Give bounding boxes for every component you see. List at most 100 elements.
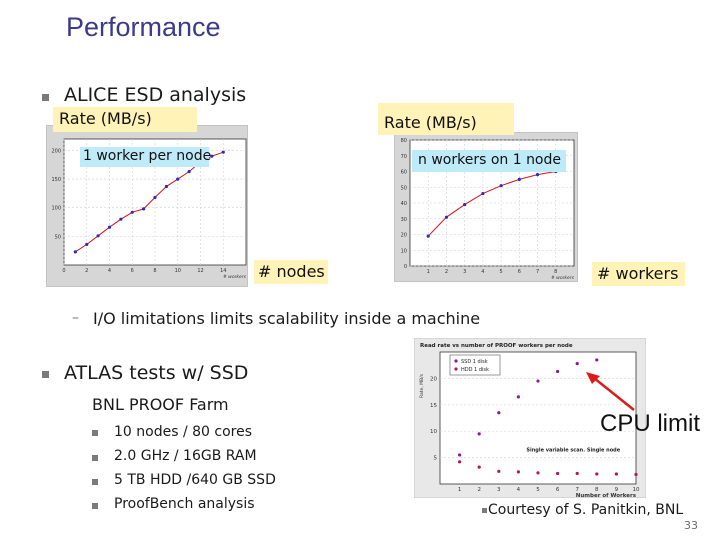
x-tick-label: 2: [445, 269, 448, 275]
y-tick-label: 150: [51, 177, 61, 183]
atlas-item-proofbench: ProofBench analysis: [114, 496, 255, 512]
x-tick-label: 14: [220, 268, 226, 274]
bullet-marker: [92, 479, 98, 485]
atlas-item-nodes: 10 nodes / 80 cores: [114, 424, 252, 440]
data-point: [142, 207, 146, 211]
y-tick-label: 15: [430, 403, 437, 409]
arrow-head: [586, 372, 600, 384]
label-1-worker-per-node: 1 worker per node: [80, 147, 211, 167]
io-limitations-text: I/O limitations limits scalability insid…: [93, 309, 481, 328]
y-tick-label: 30: [401, 217, 407, 223]
x-tick-label: 4: [481, 269, 484, 275]
data-point: [463, 202, 467, 207]
x-tick-label: 8: [595, 487, 599, 493]
data-point: [85, 242, 89, 246]
data-point: [614, 472, 618, 476]
x-tick-label: 7: [575, 487, 579, 493]
x-tick-label: 2: [477, 487, 481, 493]
x-tick-label: 7: [536, 269, 539, 275]
data-point: [477, 432, 481, 436]
data-point: [458, 453, 462, 457]
page-number: 33: [684, 519, 698, 532]
bullet-marker: [92, 430, 98, 436]
x-tick-label: 5: [500, 269, 503, 275]
y-tick-label: 80: [401, 138, 407, 144]
bullet-marker: [482, 508, 487, 513]
rate-callout-right: Rate (MB/s): [378, 103, 514, 135]
atlas-item-cpu: 2.0 GHz / 16GB RAM: [114, 448, 257, 464]
data-point: [497, 469, 501, 473]
bullet-marker: [92, 455, 98, 461]
x-tick-label: 0: [62, 268, 65, 274]
x-axis-label: # workers: [551, 275, 575, 280]
xlabel-nodes: # nodes: [254, 260, 328, 284]
data-point: [221, 150, 225, 154]
atlas-chart-title: Read rate vs number of PROOF workers per…: [420, 343, 573, 349]
y-tick-label: 70: [401, 154, 407, 160]
cpu-limit-arrow: [586, 372, 635, 411]
x-tick-label: 12: [197, 268, 203, 274]
x-axis-label: # workers: [223, 274, 247, 280]
legend-label: HDD 1 disk: [461, 367, 489, 373]
data-point: [130, 210, 134, 214]
data-point: [595, 472, 599, 476]
y-tick-label: 5: [434, 456, 438, 462]
legend-marker: [454, 359, 458, 363]
atlas-bullet-text: ATLAS tests w/ SSD: [64, 362, 249, 384]
cpu-limit-text: CPU limit: [600, 410, 700, 437]
x-tick-label: 8: [554, 269, 557, 275]
y-tick-label: 100: [51, 206, 61, 212]
xlabel-workers: # workers: [592, 262, 685, 286]
data-point: [107, 225, 112, 229]
data-point: [535, 173, 540, 177]
atlas-item-storage: 5 TB HDD /640 GB SSD: [114, 472, 276, 488]
y-tick-label: 50: [55, 234, 61, 240]
x-tick-label: 10: [175, 268, 181, 274]
y-tick-label: 60: [401, 170, 407, 176]
legend-marker: [454, 367, 458, 371]
y-tick-label: 200: [51, 148, 61, 154]
courtesy-text: Courtesy of S. Panitkin, BNL: [488, 502, 684, 518]
data-point: [556, 471, 560, 476]
data-point: [481, 191, 485, 196]
data-point: [595, 358, 599, 362]
data-point: [119, 217, 123, 221]
data-point: [164, 184, 168, 189]
x-tick-label: 3: [497, 487, 501, 493]
atlas-note: Single variable scan. Single node: [526, 447, 620, 453]
data-point: [426, 234, 430, 238]
legend-box: [449, 354, 501, 376]
legend-label: SSD 1 disk: [461, 359, 488, 365]
y-tick-label: 10: [401, 248, 407, 254]
data-point: [96, 234, 100, 238]
y-tick-label: 10: [430, 429, 437, 435]
sub-bullet-dash: –: [72, 310, 79, 326]
x-tick-label: 2: [85, 268, 88, 274]
data-point: [536, 379, 540, 383]
x-tick-label: 6: [131, 268, 134, 274]
x-tick-label: 4: [108, 268, 111, 274]
x-tick-label: 3: [463, 269, 466, 275]
data-point: [497, 411, 501, 415]
x-tick-label: 5: [536, 487, 540, 493]
data-point: [153, 195, 157, 200]
data-point: [634, 472, 638, 477]
x-tick-label: 9: [615, 487, 619, 493]
data-point: [575, 362, 579, 366]
data-point: [536, 471, 540, 475]
x-tick-label: 1: [458, 487, 462, 493]
x-tick-label: 6: [518, 269, 521, 275]
x-tick-label: 4: [517, 487, 521, 493]
data-point: [556, 369, 560, 374]
series-line: [427, 171, 556, 237]
y-tick-label: 20: [401, 233, 407, 239]
y-tick-label: 50: [401, 185, 407, 191]
data-point: [210, 154, 214, 158]
bnl-farm-text: BNL PROOF Farm: [92, 395, 229, 414]
alice-bullet-text: ALICE ESD analysis: [64, 84, 247, 106]
data-point: [73, 250, 77, 254]
y-tick-label: 40: [401, 201, 407, 207]
data-point: [516, 395, 520, 399]
bullet-marker: [92, 503, 98, 509]
x-axis-label: Number of Workers: [576, 493, 637, 498]
